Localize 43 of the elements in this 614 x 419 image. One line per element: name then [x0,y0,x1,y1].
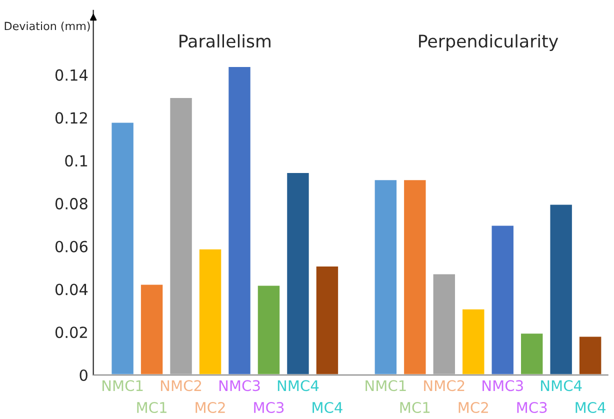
x-tick-label: MC1 [400,402,430,414]
bar [198,248,223,376]
bar [578,335,603,376]
bar [519,332,544,376]
y-tick-label: 0.06 [55,240,88,252]
x-tick-label: NMC4 [541,380,582,392]
x-tick-label: NMC3 [219,380,260,392]
y-tick-label: 0.12 [55,112,87,124]
y-axis-title: Deviation (mm) [4,22,90,32]
x-tick-label: NMC2 [424,380,464,392]
bar [373,178,398,376]
x-tick-label: NMC3 [482,380,523,392]
y-tick-label: 0 [80,369,88,382]
annotation: Perpendicularity [419,34,558,52]
x-tick-label: NMC2 [160,380,202,392]
x-tick-label: MC1 [137,402,166,414]
bar [168,96,194,376]
bar [432,272,457,376]
bar [285,171,310,376]
bar [314,264,340,376]
bar [548,203,574,376]
bar [490,224,516,376]
y-tick-label: 0.08 [55,198,88,210]
x-tick-label: MC4 [312,402,342,414]
x-tick-label: MC2 [458,402,488,414]
x-tick-label: MC3 [517,402,547,414]
x-tick-label: NMC1 [366,380,406,392]
bar [402,178,428,376]
annotation: Parallelism [180,34,270,48]
bar [256,284,282,376]
x-tick-label: MC4 [576,402,606,414]
y-tick-label: 0.02 [55,326,87,338]
y-tick-label: 0.14 [55,69,88,81]
bar [226,65,252,376]
bar [139,283,164,376]
x-tick-label: NMC1 [102,380,143,392]
bar [110,121,136,376]
bar [460,308,486,376]
x-tick-label: MC3 [254,402,284,414]
y-tick-label: 0.04 [55,284,88,296]
x-tick-label: MC2 [196,402,225,414]
x-tick-label: NMC4 [278,380,319,392]
y-tick-label: 0.1 [65,155,88,167]
